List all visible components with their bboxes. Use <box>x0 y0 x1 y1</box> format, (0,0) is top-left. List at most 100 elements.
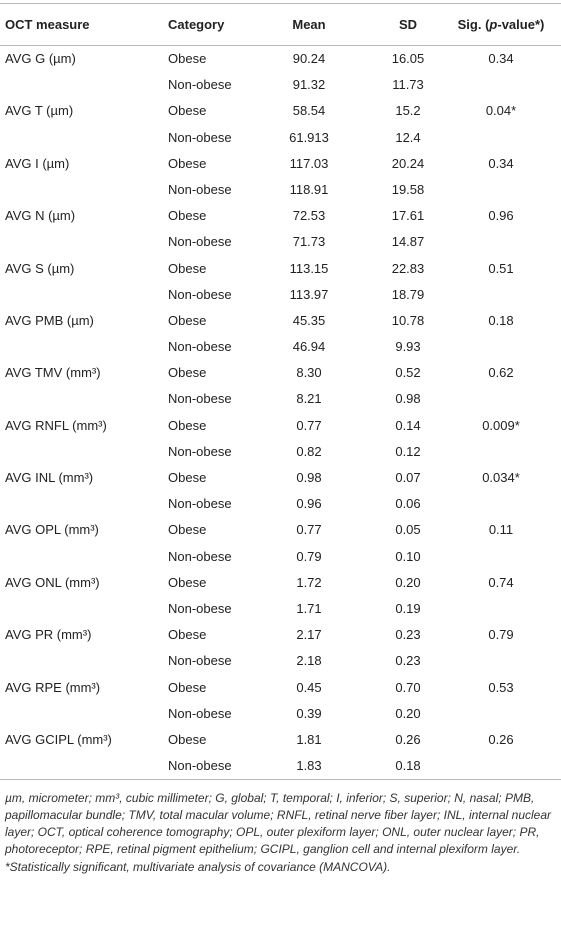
sd-cell: 0.70 <box>395 679 421 695</box>
mean-cell: 72.53 <box>292 208 326 224</box>
header-text: Sig. ( <box>457 17 490 32</box>
category-cell: Non-obese <box>168 653 232 669</box>
sd-cell: 0.98 <box>395 391 421 407</box>
sd-cell: 18.79 <box>391 286 425 302</box>
table-row: Non-obese 71.73 14.87 <box>0 229 561 255</box>
category-cell: Obese <box>168 103 207 119</box>
sd-cell: 0.14 <box>395 417 421 433</box>
empty-cell <box>441 701 561 727</box>
table-row: Non-obese 61.913 12.4 <box>0 125 561 151</box>
category-cell: Non-obese <box>168 77 232 93</box>
sig-cell: 0.51 <box>488 260 514 276</box>
empty-cell <box>0 439 163 465</box>
sd-cell: 0.26 <box>395 731 421 747</box>
empty-cell <box>0 753 163 780</box>
category-cell: Obese <box>168 470 207 485</box>
category-cell: Non-obese <box>168 758 232 774</box>
sd-cell: 0.18 <box>395 758 421 774</box>
table-row: Non-obese 1.83 0.18 <box>0 753 561 780</box>
sd-cell: 16.05 <box>391 51 425 66</box>
sd-cell: 0.12 <box>395 443 421 459</box>
empty-cell <box>441 753 561 780</box>
category-cell: Non-obese <box>168 391 232 407</box>
sd-cell: 0.05 <box>395 522 421 538</box>
empty-cell <box>0 177 163 203</box>
mean-cell: 46.94 <box>292 339 326 355</box>
category-cell: Obese <box>168 312 207 328</box>
sig-cell: 0.26 <box>488 731 514 747</box>
sd-cell: 17.61 <box>391 208 425 224</box>
table-row: Non-obese 0.96 0.06 <box>0 491 561 517</box>
mean-cell: 71.73 <box>292 234 326 250</box>
category-cell: Obese <box>168 574 207 590</box>
footnote: µm, micrometer; mm³, cubic millimeter; G… <box>5 791 552 857</box>
header-cell: Mean <box>243 3 375 46</box>
sd-cell: 14.87 <box>391 234 425 250</box>
mean-cell: 61.913 <box>289 129 329 145</box>
table-row: AVG INL (mm³) Obese 0.98 0.07 0.034* <box>0 465 561 491</box>
sd-cell: 0.19 <box>395 600 421 616</box>
category-cell: Obese <box>168 731 207 747</box>
category-cell: Non-obese <box>168 600 232 616</box>
empty-cell <box>0 544 163 570</box>
mean-cell: 91.32 <box>292 77 326 93</box>
footnote: *Statistically significant, multivariate… <box>5 860 391 875</box>
sd-cell: 0.10 <box>395 548 421 564</box>
table-row: AVG OPL (mm³) Obese 0.77 0.05 0.11 <box>0 517 561 543</box>
category-cell: Obese <box>168 51 207 66</box>
empty-cell <box>441 177 561 203</box>
table-row: Non-obese 2.18 0.23 <box>0 648 561 674</box>
header-text: -value*) <box>497 17 545 32</box>
sd-cell: 0.23 <box>395 653 421 669</box>
category-cell: Obese <box>168 627 207 643</box>
table-row: AVG TMV (mm³) Obese 8.30 0.52 0.62 <box>0 360 561 386</box>
footnotes: µm, micrometer; mm³, cubic millimeter; G… <box>0 780 561 876</box>
mean-cell: 1.83 <box>296 758 322 774</box>
empty-cell <box>441 386 561 412</box>
mean-cell: 0.45 <box>296 679 322 695</box>
empty-cell <box>441 125 561 151</box>
header-row: OCT measure Category Mean SD Sig. (p-val… <box>0 3 561 46</box>
empty-cell <box>441 544 561 570</box>
table-row: AVG N (µm) Obese 72.53 17.61 0.96 <box>0 203 561 229</box>
data-table: OCT measure Category Mean SD Sig. (p-val… <box>0 3 561 781</box>
sd-cell: 11.73 <box>392 77 424 93</box>
table-row: AVG ONL (mm³) Obese 1.72 0.20 0.74 <box>0 570 561 596</box>
table-row: AVG S (µm) Obese 113.15 22.83 0.51 <box>0 256 561 282</box>
measure-cell: AVG G (µm) <box>5 51 76 66</box>
page: OCT measure Category Mean SD Sig. (p-val… <box>0 3 561 937</box>
sig-cell: 0.74 <box>488 574 514 590</box>
mean-cell: 90.24 <box>292 51 326 66</box>
table-row: AVG PR (mm³) Obese 2.17 0.23 0.79 <box>0 622 561 648</box>
category-cell: Non-obese <box>168 443 232 459</box>
mean-cell: 0.79 <box>296 548 322 564</box>
empty-cell <box>0 125 163 151</box>
measure-cell: AVG T (µm) <box>5 103 74 119</box>
table-row: AVG G (µm) Obese 90.24 16.05 0.34 <box>0 46 561 73</box>
mean-cell: 117.03 <box>289 155 329 171</box>
sig-cell: 0.79 <box>488 627 514 643</box>
table-row: Non-obese 118.91 19.58 <box>0 177 561 203</box>
sd-cell: 10.78 <box>391 312 425 328</box>
sig-cell: 0.11 <box>488 522 514 538</box>
table-row: Non-obese 0.39 0.20 <box>0 701 561 727</box>
category-cell: Obese <box>168 679 207 695</box>
sd-cell: 0.20 <box>395 574 421 590</box>
empty-cell <box>0 701 163 727</box>
empty-cell <box>441 648 561 674</box>
table-row: Non-obese 0.82 0.12 <box>0 439 561 465</box>
table-row: AVG T (µm) Obese 58.54 15.2 0.04* <box>0 98 561 124</box>
sig-cell: 0.18 <box>488 312 514 328</box>
table-row: AVG GCIPL (mm³) Obese 1.81 0.26 0.26 <box>0 727 561 753</box>
table-row: Non-obese 8.21 0.98 <box>0 386 561 412</box>
sig-cell: 0.034* <box>482 470 520 485</box>
empty-cell <box>0 229 163 255</box>
measure-cell: AVG S (µm) <box>5 260 75 276</box>
category-cell: Non-obese <box>168 286 232 302</box>
empty-cell <box>441 282 561 308</box>
empty-cell <box>441 334 561 360</box>
sd-cell: 15.2 <box>395 103 421 119</box>
table-body: AVG G (µm) Obese 90.24 16.05 0.34 Non-obese 91… <box>0 46 561 780</box>
sig-cell: 0.34 <box>488 155 514 171</box>
mean-cell: 45.35 <box>292 312 326 328</box>
